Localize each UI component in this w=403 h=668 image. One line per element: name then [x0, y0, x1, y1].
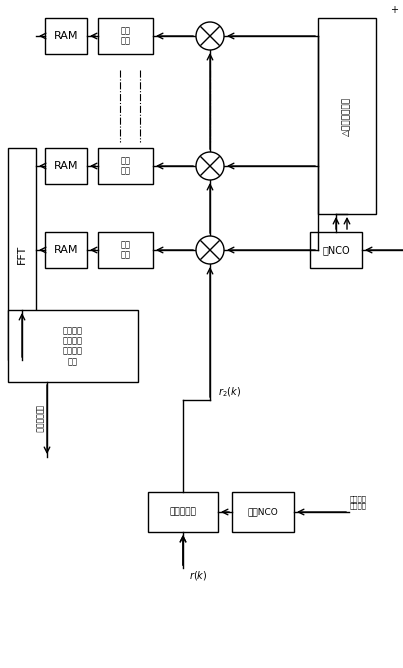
- Circle shape: [196, 152, 224, 180]
- Text: △码片相位延时: △码片相位延时: [343, 96, 351, 136]
- Text: 搜索幅度
最大值，
提取伪码
相位: 搜索幅度 最大值， 提取伪码 相位: [63, 326, 83, 366]
- Text: FFT: FFT: [17, 244, 27, 264]
- Bar: [45, 148, 87, 184]
- Text: 伪码相位输出: 伪码相位输出: [35, 405, 44, 433]
- Bar: [45, 232, 87, 268]
- Bar: [8, 310, 138, 382]
- Text: $r_2(k)$: $r_2(k)$: [218, 385, 241, 399]
- Text: 载波NCO: 载波NCO: [247, 508, 278, 516]
- Text: 复数下变频: 复数下变频: [170, 508, 196, 516]
- Bar: [8, 148, 36, 360]
- Text: RAM: RAM: [54, 245, 78, 255]
- Bar: [232, 492, 294, 532]
- Text: 闭环跟踪
参考频率: 闭环跟踪 参考频率: [350, 495, 367, 509]
- Bar: [45, 18, 87, 54]
- Text: 积分
累积: 积分 累积: [120, 26, 131, 45]
- Bar: [148, 492, 218, 532]
- Text: $r(k)$: $r(k)$: [189, 570, 208, 582]
- Text: +: +: [390, 5, 398, 15]
- Text: RAM: RAM: [54, 161, 78, 171]
- Text: 积分
累积: 积分 累积: [120, 240, 131, 260]
- Bar: [310, 232, 362, 268]
- Bar: [318, 18, 376, 214]
- Circle shape: [196, 236, 224, 264]
- Circle shape: [196, 22, 224, 50]
- Text: 积分
累积: 积分 累积: [120, 156, 131, 176]
- Bar: [98, 18, 153, 54]
- Bar: [98, 148, 153, 184]
- Text: 码NCO: 码NCO: [322, 245, 350, 255]
- Bar: [98, 232, 153, 268]
- Text: RAM: RAM: [54, 31, 78, 41]
